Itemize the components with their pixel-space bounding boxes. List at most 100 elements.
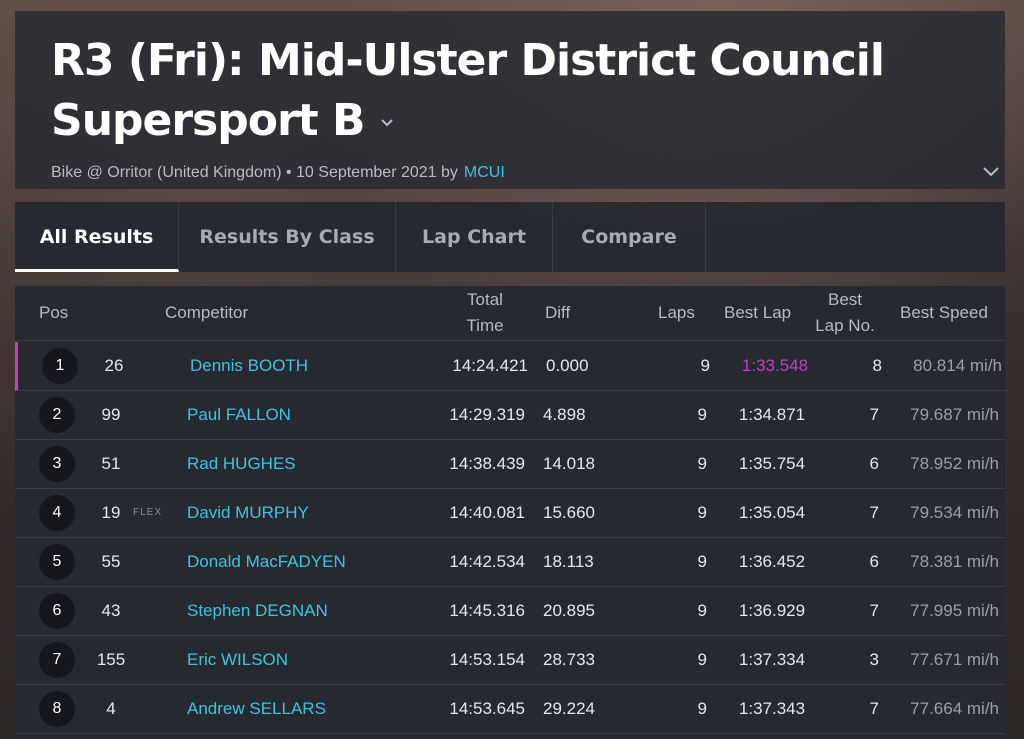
best-lap: 1:36.452 (738, 552, 806, 571)
position-badge: 5 (39, 544, 75, 580)
class-tag (133, 391, 173, 439)
col-best-lap-no[interactable]: Best Lap No. (805, 287, 885, 339)
position-badge: 1 (42, 348, 78, 384)
col-diff[interactable]: Diff (545, 303, 571, 322)
race-number: 26 (104, 356, 124, 375)
best-speed: 77.664 mi/h (910, 699, 999, 718)
col-total-time-line2: Time (466, 316, 504, 335)
diff: 28.733 (543, 650, 595, 669)
race-number: 51 (101, 454, 121, 473)
tab-all-results[interactable]: All Results (15, 202, 179, 272)
competitor-link[interactable]: Rad HUGHES (187, 454, 296, 473)
total-time: 14:38.439 (449, 454, 525, 473)
table-row[interactable]: 7 155 Eric WILSON 14:53.154 28.733 9 1:3… (15, 636, 1005, 685)
table-row[interactable]: 3 51 Rad HUGHES 14:38.439 14.018 9 1:35.… (15, 440, 1005, 489)
class-tag (136, 342, 176, 390)
total-time: 14:53.645 (449, 699, 525, 718)
col-best-lap-no-line1: Best (827, 290, 863, 309)
table-row[interactable]: 4 19 FLEX David MURPHY 14:40.081 15.660 … (15, 489, 1005, 538)
results-table: Pos Competitor Total Time Diff Laps Best… (15, 286, 1008, 739)
competitor-link[interactable]: Donald MacFADYEN (187, 552, 346, 571)
class-tag: FLEX (133, 507, 163, 518)
col-best-lap-no-line2: Lap No. (815, 316, 875, 335)
class-tag (133, 538, 173, 586)
best-lap: 1:37.343 (738, 699, 806, 718)
page-title: R3 (Fri): Mid-Ulster District Council Su… (51, 31, 951, 151)
col-pos[interactable]: Pos (39, 303, 69, 322)
best-lap-no: 7 (869, 699, 879, 718)
event-header: R3 (Fri): Mid-Ulster District Council Su… (15, 11, 1005, 189)
best-speed: 79.687 mi/h (910, 405, 999, 424)
best-speed: 78.952 mi/h (910, 454, 999, 473)
race-number: 19 (101, 503, 121, 522)
laps: 9 (697, 405, 707, 424)
class-tag (133, 587, 173, 635)
competitor-link[interactable]: Paul FALLON (187, 405, 291, 424)
table-row[interactable]: 8 4 Andrew SELLARS 14:53.645 29.224 9 1:… (15, 685, 1005, 734)
tab-lap-chart[interactable]: Lap Chart (396, 202, 553, 272)
position-badge: 4 (39, 495, 75, 531)
table-row[interactable]: 5 55 Donald MacFADYEN 14:42.534 18.113 9… (15, 538, 1005, 587)
total-time: 14:24.421 (452, 356, 528, 375)
tab-compare[interactable]: Compare (553, 202, 706, 272)
col-best-speed[interactable]: Best Speed (900, 303, 988, 322)
position-badge: 3 (39, 446, 75, 482)
chevron-down-icon[interactable] (379, 115, 395, 131)
col-best-lap[interactable]: Best Lap (724, 303, 792, 322)
race-number: 55 (101, 552, 121, 571)
position-badge: 8 (39, 691, 75, 727)
author-link[interactable]: MCUI (463, 164, 505, 181)
total-time: 14:53.154 (449, 650, 525, 669)
event-meta: Bike @ Orritor (United Kingdom) • 10 Sep… (51, 164, 458, 181)
diff: 20.895 (543, 601, 595, 620)
col-laps[interactable]: Laps (658, 303, 695, 322)
best-speed: 79.534 mi/h (910, 503, 999, 522)
tab-results-by-class[interactable]: Results By Class (179, 202, 396, 272)
diff: 18.113 (543, 552, 594, 571)
race-number: 99 (101, 405, 121, 424)
competitor-link[interactable]: Andrew SELLARS (187, 699, 326, 718)
position-badge: 6 (39, 593, 75, 629)
diff: 0.000 (546, 356, 589, 375)
competitor-link[interactable]: Eric WILSON (187, 650, 289, 669)
diff: 4.898 (543, 405, 586, 424)
laps: 9 (697, 454, 707, 473)
class-tag (133, 685, 173, 733)
table-row[interactable]: 2 99 Paul FALLON 14:29.319 4.898 9 1:34.… (15, 391, 1005, 440)
best-speed: 77.671 mi/h (910, 650, 999, 669)
class-tag (133, 636, 173, 684)
col-total-time[interactable]: Total Time (455, 287, 515, 339)
best-lap-no: 8 (872, 356, 882, 375)
position-badge: 2 (39, 397, 75, 433)
chevron-down-icon[interactable] (981, 161, 1001, 181)
laps: 9 (697, 503, 707, 522)
race-number: 155 (96, 650, 126, 669)
laps: 9 (697, 650, 707, 669)
total-time: 14:40.081 (449, 503, 525, 522)
best-speed: 78.381 mi/h (910, 552, 999, 571)
col-competitor[interactable]: Competitor (165, 303, 249, 322)
best-lap: 1:33.548 (741, 356, 809, 375)
total-time: 14:42.534 (449, 552, 525, 571)
laps: 9 (697, 552, 707, 571)
best-speed: 77.995 mi/h (910, 601, 999, 620)
table-row[interactable]: 1 26 Dennis BOOTH 14:24.421 0.000 9 1:33… (15, 342, 1008, 391)
best-lap-no: 7 (869, 405, 879, 424)
col-total-time-line1: Total (467, 290, 503, 309)
laps: 9 (700, 356, 710, 375)
competitor-link[interactable]: David MURPHY (187, 503, 309, 522)
competitor-link[interactable]: Dennis BOOTH (190, 356, 309, 375)
best-lap-no: 6 (869, 552, 879, 571)
diff: 15.660 (543, 503, 595, 522)
best-lap-no: 7 (869, 503, 879, 522)
best-lap: 1:35.054 (738, 503, 806, 522)
best-lap: 1:36.929 (738, 601, 806, 620)
laps: 9 (697, 699, 707, 718)
table-header: Pos Competitor Total Time Diff Laps Best… (15, 286, 1005, 341)
diff: 29.224 (543, 699, 595, 718)
table-row[interactable]: 6 43 Stephen DEGNAN 14:45.316 20.895 9 1… (15, 587, 1005, 636)
best-speed: 80.814 mi/h (913, 356, 1002, 375)
best-lap: 1:35.754 (738, 454, 806, 473)
results-tabs: All Results Results By Class Lap Chart C… (15, 202, 1005, 272)
competitor-link[interactable]: Stephen DEGNAN (187, 601, 328, 620)
